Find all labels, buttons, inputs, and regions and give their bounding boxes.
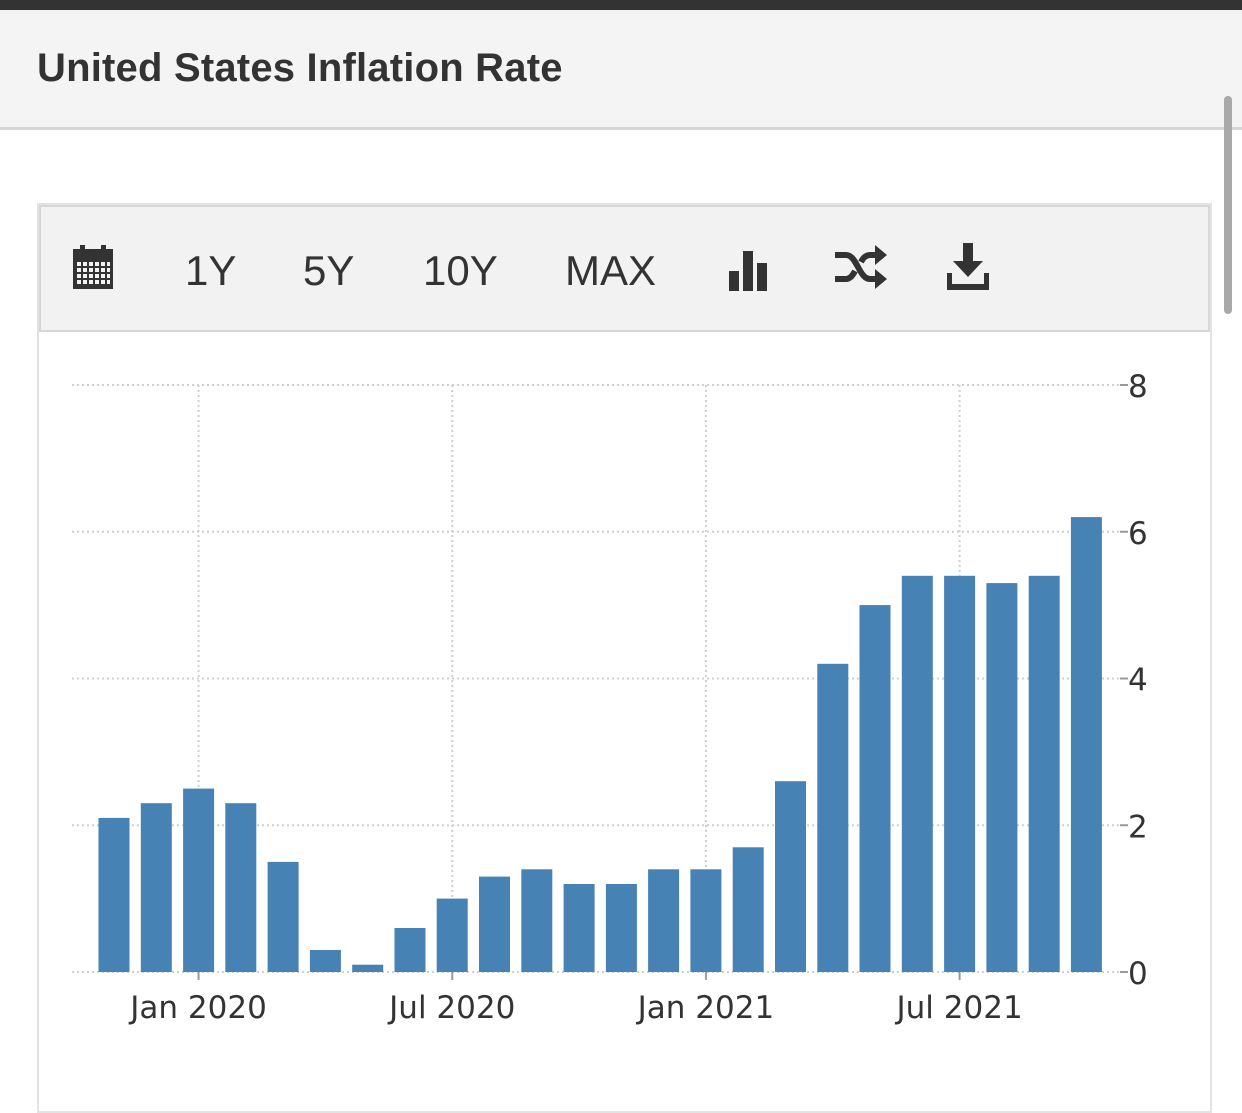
x-tick-label: Jul 2021 [895,990,1023,1026]
bar-may-2020[interactable]: May 2020: 0.1 [352,964,384,972]
x-tick-label: Jan 2021 [636,990,775,1026]
bar-dec-2020[interactable]: Dec 2020: 1.4 [648,869,680,972]
chart-toolbar: 1Y 5Y 10Y MAX [39,205,1210,332]
bar-sep-2021[interactable]: Sep 2021: 5.4 [1028,575,1060,972]
bar-oct-2021[interactable]: Oct 2021: 6.2 [1070,517,1102,972]
bar-oct-2020[interactable]: Oct 2020: 1.2 [563,884,595,972]
bar-apr-2020[interactable]: Apr 2020: 0.3 [309,950,341,972]
range-10y-button[interactable]: 10Y [423,247,498,294]
y-tick-label: 0 [1128,956,1148,992]
bar-jun-2020[interactable]: Jun 2020: 0.6 [394,928,426,972]
bar-feb-2020[interactable]: Feb 2020: 2.3 [225,803,257,972]
y-tick-label: 2 [1128,809,1148,845]
bar-jun-2021[interactable]: Jun 2021: 5.4 [901,575,933,972]
bar-nov-2019[interactable]: Nov 2019: 2.1 [98,817,130,972]
range-5y-button[interactable]: 5Y [303,247,355,294]
calendar-icon[interactable] [72,245,114,291]
bar-mar-2021[interactable]: Mar 2021: 2.6 [775,781,806,972]
bar-dec-2019[interactable]: Dec 2019: 2.3 [140,803,172,972]
header: United States Inflation Rate [0,10,1242,130]
range-1y-button[interactable]: 1Y [185,247,237,294]
y-tick-label: 6 [1128,516,1148,552]
bar-mar-2020[interactable]: Mar 2020: 1.5 [267,861,299,972]
y-tick-label: 4 [1128,663,1148,699]
scrollbar[interactable] [1224,96,1232,314]
x-tick-label: Jan 2020 [128,990,267,1026]
top-strip [0,0,1242,10]
bar-jul-2021[interactable]: Jul 2021: 5.4 [944,575,976,972]
shuffle-icon[interactable] [833,245,887,289]
bar-nov-2020[interactable]: Nov 2020: 1.2 [605,884,637,972]
bar-chart-icon[interactable] [728,247,770,291]
bar-jan-2021[interactable]: Jan 2021: 1.4 [690,869,722,972]
bar-sep-2020[interactable]: Sep 2020: 1.4 [521,869,553,972]
page-title: United States Inflation Rate [37,46,563,90]
range-max-button[interactable]: MAX [565,247,657,294]
bar-jul-2020[interactable]: Jul 2020: 1 [436,898,468,972]
bar-feb-2021[interactable]: Feb 2021: 1.7 [732,847,764,972]
bar-jan-2020[interactable]: Jan 2020: 2.5 [183,788,215,972]
bar-aug-2021[interactable]: Aug 2021: 5.3 [986,583,1018,972]
download-icon[interactable] [946,243,990,291]
x-tick-label: Jul 2020 [387,990,515,1026]
y-tick-label: 8 [1128,369,1148,405]
bar-may-2021[interactable]: May 2021: 5 [859,605,891,972]
bar-aug-2020[interactable]: Aug 2020: 1.3 [479,876,510,972]
bar-apr-2021[interactable]: Apr 2021: 4.2 [817,663,849,972]
